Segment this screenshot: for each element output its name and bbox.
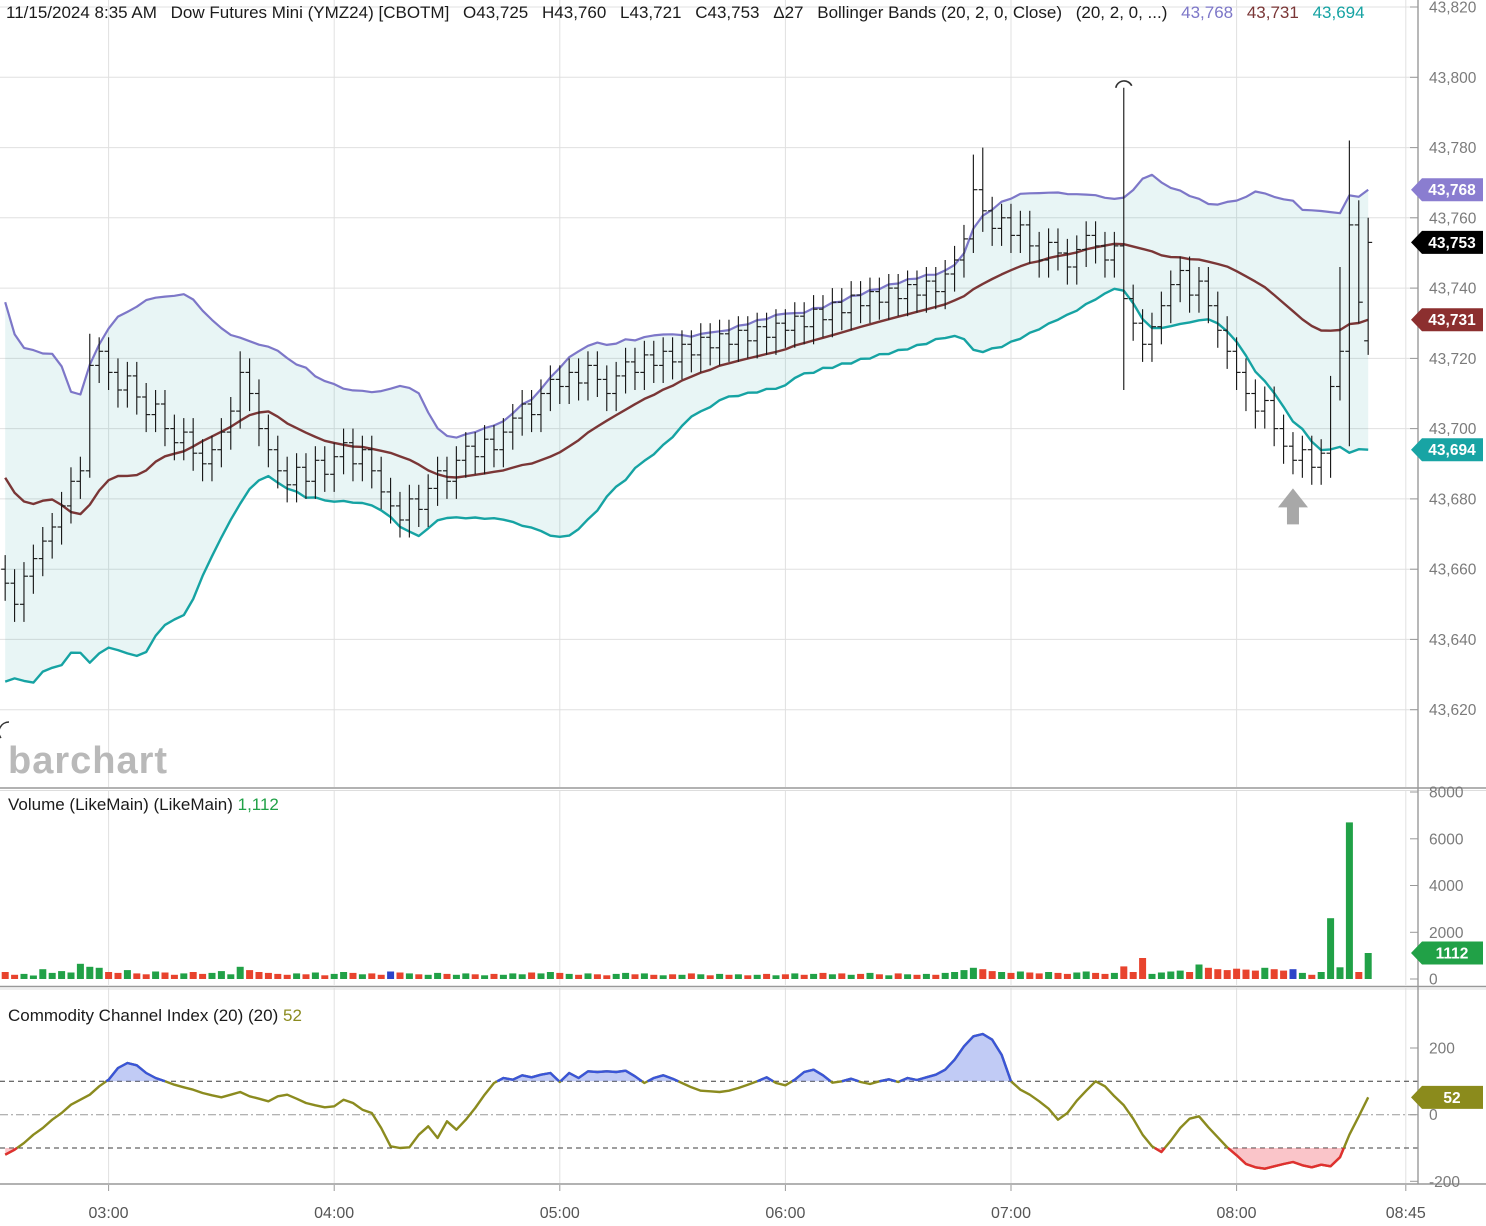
svg-text:43,800: 43,800 — [1429, 70, 1477, 87]
axis-badge — [1411, 1085, 1483, 1109]
svg-text:43,731: 43,731 — [1428, 312, 1476, 329]
svg-text:43,700: 43,700 — [1429, 421, 1477, 438]
axis-badge — [1411, 230, 1483, 254]
axis-labels: 43,820 43,800 43,780 43,760 43,740 43,720 43,7… — [89, 0, 1477, 1222]
header-band-lower-value: 43,694 — [1312, 3, 1365, 22]
header-study-params: (20, 2, 0, ...) — [1075, 3, 1168, 22]
svg-text:6000: 6000 — [1429, 831, 1464, 848]
volume-study-params: (LikeMain) — [153, 795, 233, 814]
svg-text:04:00: 04:00 — [314, 1205, 354, 1222]
svg-text:2000: 2000 — [1429, 925, 1464, 942]
svg-text:43,760: 43,760 — [1429, 210, 1477, 227]
header-datetime: 11/15/2024 8:35 AM — [6, 3, 157, 22]
ohlc-bars — [1, 87, 1373, 622]
svg-text:43,820: 43,820 — [1429, 0, 1477, 17]
axis-badge — [1411, 178, 1483, 202]
spike-arc-annotation — [1114, 80, 1133, 89]
svg-text:43,740: 43,740 — [1429, 281, 1477, 298]
volume-study-label: Volume (LikeMain) — [8, 795, 149, 814]
bollinger-middle-band-line — [4, 242, 1369, 516]
svg-text:43,780: 43,780 — [1429, 140, 1477, 157]
header-band-upper-value: 43,768 — [1181, 3, 1234, 22]
cci-panel-header: Commodity Channel Index (20) (20) 52 — [8, 1006, 302, 1026]
svg-text:08:00: 08:00 — [1217, 1205, 1257, 1222]
svg-text:43,720: 43,720 — [1429, 351, 1477, 368]
svg-text:43,680: 43,680 — [1429, 491, 1477, 508]
svg-text:1112: 1112 — [1436, 946, 1469, 963]
corner-arc-annotation — [0, 721, 10, 739]
up-arrow-annotation — [1277, 488, 1308, 525]
header-change: Δ27 — [773, 3, 804, 22]
svg-text:43,620: 43,620 — [1429, 702, 1477, 719]
svg-text:0: 0 — [1429, 1107, 1438, 1124]
cci-study-params: (20) — [248, 1006, 279, 1025]
header-high: H43,760 — [542, 3, 607, 22]
header-study-label: Bollinger Bands (20, 2, 0, Close) — [817, 3, 1062, 22]
chart-header: 11/15/2024 8:35 AM Dow Futures Mini (YMZ… — [6, 3, 1374, 23]
bollinger-upper-band-line — [4, 173, 1369, 439]
svg-text:03:00: 03:00 — [89, 1205, 129, 1222]
volume-current-value: 1,112 — [237, 795, 279, 814]
svg-text:43,753: 43,753 — [1428, 235, 1476, 252]
cci-study-label: Commodity Channel Index (20) — [8, 1006, 244, 1025]
svg-text:43,640: 43,640 — [1429, 632, 1477, 649]
svg-text:8000: 8000 — [1429, 785, 1464, 802]
axis-badge — [1411, 308, 1483, 332]
header-band-middle-value: 43,731 — [1246, 3, 1299, 22]
svg-text:43,660: 43,660 — [1429, 562, 1477, 579]
svg-text:08:45: 08:45 — [1386, 1205, 1426, 1222]
axis-badge — [1411, 941, 1483, 965]
svg-text:52: 52 — [1443, 1090, 1460, 1107]
bollinger-lower-band-line — [4, 287, 1369, 684]
cci-current-value: 52 — [282, 1006, 302, 1025]
volume-panel-header: Volume (LikeMain) (LikeMain) 1,112 — [8, 795, 279, 815]
svg-text:4000: 4000 — [1429, 878, 1464, 895]
svg-text:05:00: 05:00 — [540, 1205, 580, 1222]
header-open: O43,725 — [463, 3, 529, 22]
svg-text:07:00: 07:00 — [991, 1205, 1031, 1222]
svg-text:06:00: 06:00 — [765, 1205, 805, 1222]
svg-text:-200: -200 — [1429, 1174, 1460, 1191]
svg-text:43,694: 43,694 — [1428, 442, 1476, 459]
header-close: C43,753 — [695, 3, 760, 22]
header-symbol: Dow Futures Mini (YMZ24) [CBOTM] — [170, 3, 450, 22]
axis-badge — [1411, 438, 1483, 462]
svg-text:0: 0 — [1429, 972, 1438, 989]
bollinger-band-fill — [5, 174, 1369, 683]
header-low: L43,721 — [620, 3, 682, 22]
cci-line — [4, 1032, 1370, 1170]
barchart-logo: barchart — [8, 740, 169, 782]
svg-text:43,768: 43,768 — [1428, 182, 1476, 199]
volume-bars — [1, 822, 1372, 979]
svg-text:200: 200 — [1429, 1041, 1455, 1058]
